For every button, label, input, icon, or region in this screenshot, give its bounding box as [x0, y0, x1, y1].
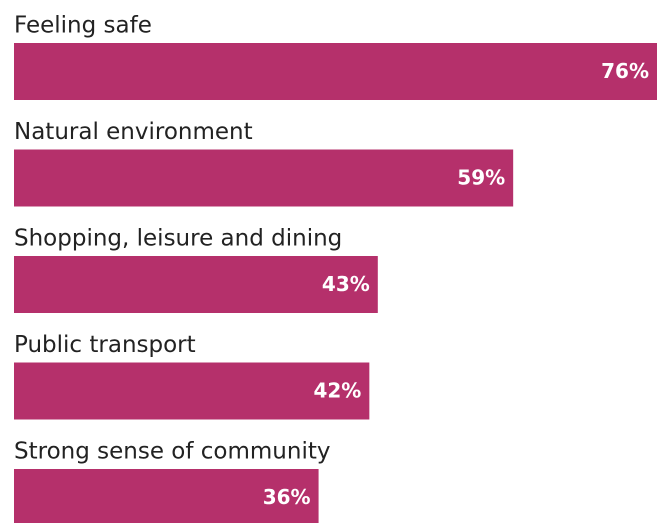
bar [14, 469, 319, 523]
category-label: Public transport [14, 332, 196, 358]
category-label: Natural environment [14, 119, 253, 145]
bar [14, 43, 657, 100]
value-label: 43% [322, 272, 370, 296]
category-label: Shopping, leisure and dining [14, 226, 342, 252]
value-label: 76% [601, 59, 649, 83]
bar [14, 256, 378, 313]
value-label: 36% [263, 485, 311, 509]
bar [14, 149, 514, 207]
category-label: Strong sense of community [14, 439, 330, 465]
bar [14, 362, 370, 420]
category-label: Feeling safe [14, 13, 152, 39]
value-label: 59% [457, 166, 505, 190]
value-label: 42% [313, 379, 361, 403]
